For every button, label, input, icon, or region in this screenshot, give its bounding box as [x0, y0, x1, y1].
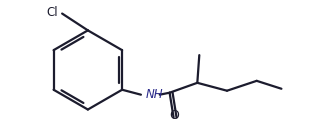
Text: Cl: Cl — [47, 6, 58, 19]
Text: NH: NH — [146, 88, 163, 101]
Text: O: O — [170, 109, 180, 122]
